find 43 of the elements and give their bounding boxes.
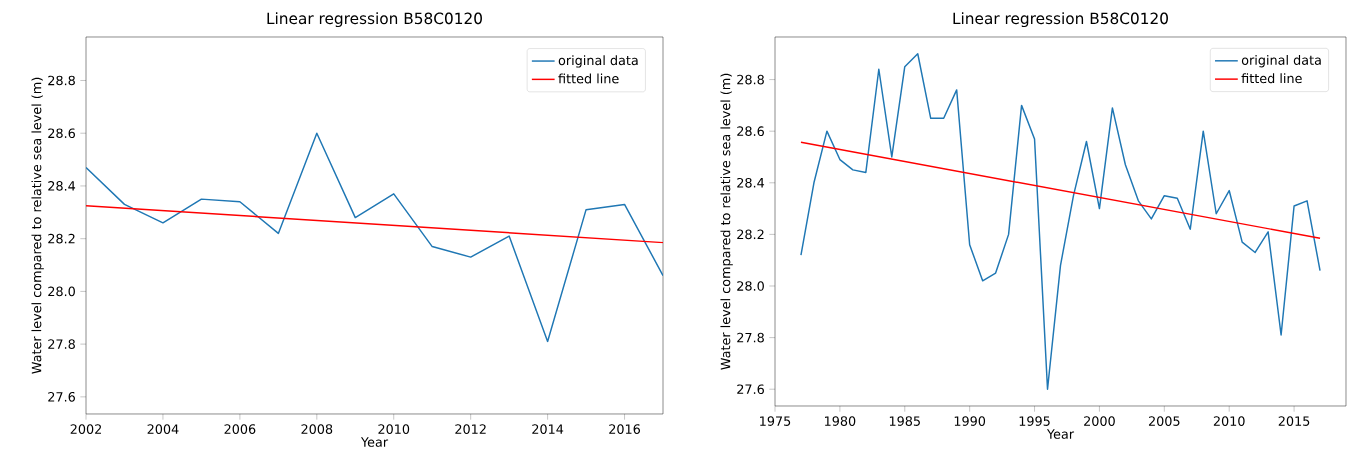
y-tick-label: 27.8: [48, 339, 75, 349]
x-tick-label: 2015: [1278, 416, 1310, 426]
x-tick-label: 2002: [70, 424, 102, 434]
legend-label: fitted line: [558, 73, 619, 84]
x-tick-label: 2004: [147, 424, 179, 434]
y-tick-label: 28.2: [48, 233, 75, 244]
y-tick-label: 28.2: [737, 229, 764, 240]
y-tick-label: 28.0: [737, 281, 764, 291]
x-axis-title: Year: [360, 437, 389, 447]
chart-title: Linear regression B58C0120: [953, 12, 1168, 28]
x-tick-label: 1995: [1019, 416, 1050, 426]
x-tick-label: 2012: [455, 424, 486, 434]
line-series: [86, 132, 664, 343]
x-tick-label: 2016: [609, 424, 641, 434]
line-series: [800, 53, 1321, 390]
x-tick-label: 2006: [224, 424, 256, 434]
y-tick-label: 28.6: [737, 126, 764, 137]
x-tick-label: 2008: [301, 424, 333, 434]
y-tick-label: 28.8: [48, 75, 75, 86]
y-tick-label: 27.6: [48, 392, 75, 402]
x-tick-label: 2014: [532, 424, 564, 434]
y-tick-label: 28.8: [737, 74, 764, 85]
x-axis-title: Year: [1046, 429, 1075, 439]
x-tick-label: 1975: [760, 416, 791, 426]
y-tick-label: 28.0: [48, 286, 75, 297]
legend-label: original data: [1241, 55, 1321, 68]
y-tick-label: 28.6: [48, 128, 75, 139]
x-tick-label: 2000: [1084, 416, 1115, 426]
chart-title: Linear regression B58C0120: [267, 12, 482, 28]
y-tick-label: 27.6: [737, 384, 764, 395]
legend-label: original data: [558, 55, 638, 68]
y-axis-title: Water level compared to relative sea level (m): [720, 73, 733, 370]
x-tick-label: 1990: [954, 416, 986, 426]
y-tick-label: 27.8: [737, 332, 764, 343]
legend-label: fitted line: [1241, 73, 1302, 84]
x-tick-label: 2010: [1213, 416, 1245, 426]
y-axis-title: Water level compared to relative sea level (m): [31, 77, 44, 374]
x-tick-label: 2005: [1148, 416, 1180, 426]
x-tick-label: 2010: [378, 424, 410, 434]
y-tick-label: 28.4: [48, 181, 76, 191]
x-tick-label: 1985: [889, 416, 920, 426]
y-tick-label: 28.4: [737, 177, 765, 188]
x-tick-label: 1980: [825, 416, 856, 426]
